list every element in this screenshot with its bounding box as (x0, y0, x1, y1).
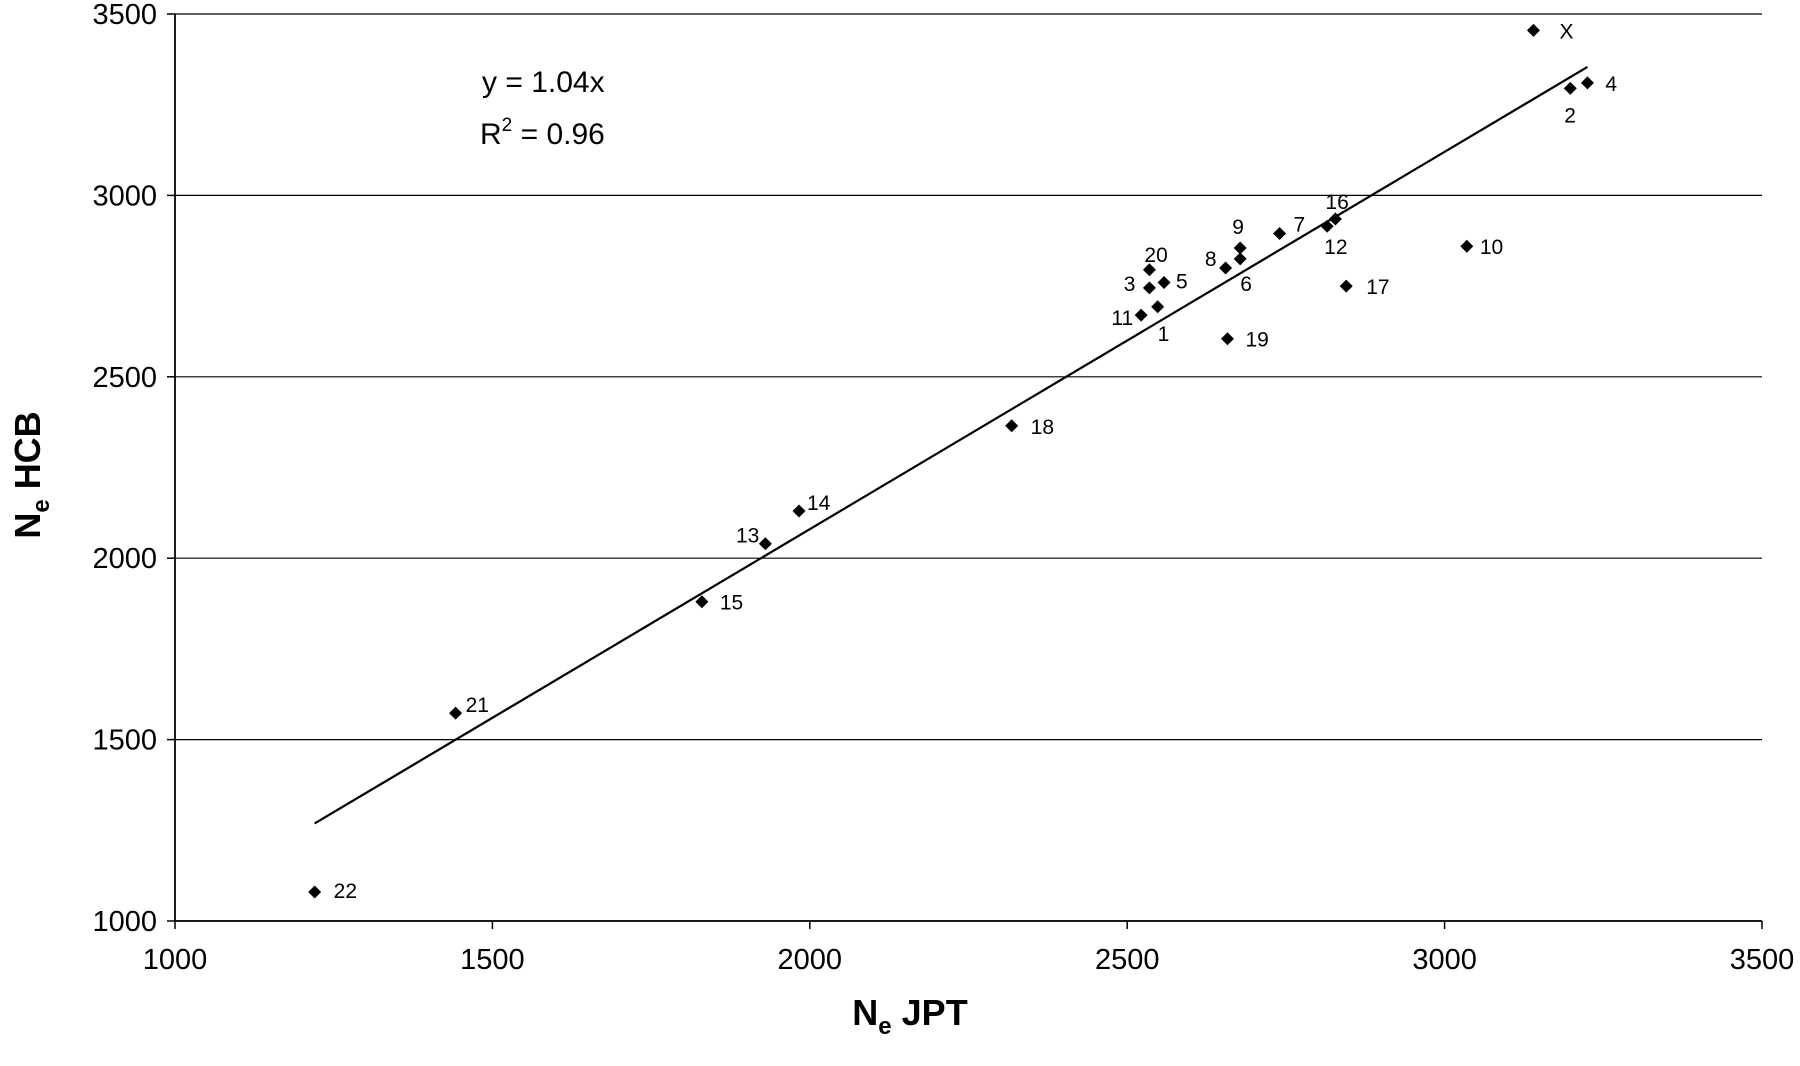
point-label-8: 8 (1205, 248, 1217, 271)
y-tick-labels: 1000 1500 2000 2500 3000 3500 (92, 0, 157, 938)
data-point-7 (1273, 226, 1287, 240)
data-point-13 (758, 537, 772, 551)
equation-annotation: y = 1.04x (482, 66, 605, 99)
data-point-10 (1460, 239, 1474, 253)
point-label-22: 22 (334, 880, 357, 903)
data-point-17 (1339, 279, 1353, 293)
point-label-20: 20 (1144, 244, 1167, 267)
point-label-14: 14 (807, 492, 831, 515)
point-label-2: 2 (1564, 104, 1576, 127)
gridlines (175, 13, 1762, 922)
x-tick-label-1500: 1500 (460, 944, 525, 976)
point-label-4: 4 (1605, 73, 1617, 96)
data-point-15 (695, 595, 709, 609)
r-squared-annotation: R2 = 0.96 (480, 115, 605, 151)
data-point-18 (1005, 419, 1019, 433)
point-label-11: 11 (1111, 307, 1133, 330)
y-tick-label-2500: 2500 (92, 362, 157, 394)
x-tick-label-3000: 3000 (1412, 944, 1477, 976)
data-point-8 (1219, 261, 1233, 275)
data-point-14 (792, 504, 806, 518)
data-point-5 (1157, 275, 1171, 289)
axes (167, 13, 1763, 929)
data-point-12 (1320, 219, 1334, 233)
data-point-3 (1142, 281, 1156, 295)
point-label-9: 9 (1232, 216, 1244, 239)
x-tick-label-2000: 2000 (778, 944, 843, 976)
point-label-19: 19 (1245, 329, 1268, 352)
x-axis-title: Ne JPT (852, 992, 967, 1040)
y-tick-label-1000: 1000 (92, 906, 157, 938)
y-tick-label-1500: 1500 (92, 725, 157, 757)
x-tick-label-3500: 3500 (1730, 944, 1795, 976)
point-label-12: 12 (1324, 236, 1347, 259)
data-point-19 (1220, 332, 1234, 346)
data-point-6 (1233, 252, 1247, 266)
data-point-2 (1563, 81, 1577, 95)
data-point-11 (1134, 308, 1148, 322)
data-point-4 (1580, 76, 1594, 90)
x-tick-labels: 1000 1500 2000 2500 3000 3500 (143, 944, 1795, 976)
data-point-21 (449, 706, 463, 720)
y-tick-label-2000: 2000 (92, 543, 157, 575)
y-axis-title: Ne HCB (7, 411, 55, 538)
point-label-5: 5 (1176, 270, 1188, 293)
data-point-16 (1328, 212, 1342, 226)
point-label-21: 21 (466, 694, 489, 717)
x-tick-label-2500: 2500 (1095, 944, 1160, 976)
point-label-3: 3 (1124, 273, 1136, 296)
point-label-16: 16 (1325, 191, 1348, 214)
point-label-10: 10 (1480, 236, 1503, 259)
data-point-9 (1233, 241, 1247, 255)
point-label-17: 17 (1366, 276, 1389, 299)
point-label-6: 6 (1240, 273, 1252, 296)
data-point-20 (1142, 263, 1156, 277)
point-label-1: 1 (1158, 323, 1170, 346)
trendline-group (314, 66, 1588, 825)
data-point-1 (1151, 300, 1165, 314)
point-label-13: 13 (736, 525, 759, 548)
point-label-X: X (1559, 20, 1573, 43)
point-label-15: 15 (720, 592, 743, 615)
x-tick-label-1000: 1000 (143, 944, 208, 976)
data-point-22 (308, 885, 322, 899)
data-points (308, 23, 1594, 899)
y-tick-label-3000: 3000 (92, 180, 157, 212)
point-label-7: 7 (1294, 213, 1306, 236)
point-label-18: 18 (1031, 416, 1054, 439)
y-tick-label-3500: 3500 (92, 0, 157, 31)
data-point-X (1526, 23, 1540, 37)
trendline (314, 66, 1588, 825)
